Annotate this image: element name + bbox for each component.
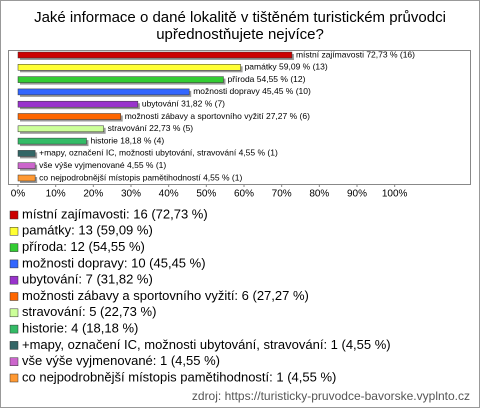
legend-label: +mapy, označení IC, možnosti ubytování, … <box>22 337 391 352</box>
bar-label: možnosti dopravy 45,45 % (10) <box>193 86 311 96</box>
x-tick-label: 60% <box>234 189 254 200</box>
x-tick-label: 90% <box>347 189 367 200</box>
legend-label: možnosti zábavy a sportovního vyžití: 6 … <box>22 288 309 303</box>
legend-label: příroda: 12 (54,55 %) <box>22 239 145 254</box>
legend-label: ubytování: 7 (31,82 %) <box>22 272 153 287</box>
x-tick-label: 20% <box>83 189 103 200</box>
x-tick-label: 0% <box>11 189 26 200</box>
x-tick-label: 100% <box>382 189 408 200</box>
legend-label: vše výše vyjmenované: 1 (4,55 %) <box>22 353 220 368</box>
legend-swatch <box>9 227 19 236</box>
x-tick-label: 70% <box>272 189 292 200</box>
legend-label: co nejpodrobnější místopis pamětihodnost… <box>22 369 336 384</box>
legend-swatch <box>9 292 19 301</box>
bar <box>17 64 241 71</box>
bar-label: co nejpodrobnější místopis pamětihodnost… <box>39 172 242 182</box>
bar <box>17 100 139 108</box>
legend-swatch <box>9 308 19 318</box>
legend-label: historie: 4 (18,18 %) <box>22 321 138 336</box>
bar <box>17 150 36 157</box>
legend-swatch <box>9 373 19 383</box>
legend-label: možnosti dopravy: 10 (45,45 %) <box>22 255 206 270</box>
legend-swatch <box>9 357 19 366</box>
legend-swatch <box>9 210 19 220</box>
title-box: Jaké informace o dané lokalitě v tištěné… <box>34 9 446 43</box>
legend-swatch <box>9 341 19 350</box>
legend-swatch <box>9 324 19 334</box>
x-tick-label: 80% <box>309 189 329 200</box>
bar <box>17 174 36 182</box>
legend-label: památky: 13 (59,09 %) <box>22 223 153 238</box>
bar <box>17 51 293 59</box>
x-tick-label: 30% <box>121 189 141 200</box>
bar-label: historie 18,18 % (4) <box>90 135 164 145</box>
bar <box>17 162 36 169</box>
bar-label: vše výše vyjmenované 4,55 % (1) <box>39 160 166 170</box>
bar-label: památky 59,09 % (13) <box>245 62 328 72</box>
bar <box>17 125 104 133</box>
bar-label: možnosti zábavy a sportovního vyžití 27,… <box>125 111 310 121</box>
x-tick-label: 10% <box>46 189 66 200</box>
bar <box>17 113 121 120</box>
bar-label: stravování 22,73 % (5) <box>108 123 194 133</box>
legend-swatch <box>9 275 19 285</box>
bar-label: +mapy, označení IC, možnosti ubytování, … <box>39 148 278 158</box>
x-tick-label: 40% <box>159 189 179 200</box>
bar-label: ubytování 31,82 % (7) <box>142 98 225 108</box>
bar <box>17 88 190 96</box>
bar-label: místní zajímavosti 72,73 % (16) <box>296 49 415 59</box>
chart-title: Jaké informace o dané lokalitě v tištěné… <box>34 9 446 43</box>
x-tick-label: 50% <box>196 189 216 200</box>
legend-label: stravování: 5 (22,73 %) <box>22 304 156 319</box>
legend-swatch <box>9 243 19 252</box>
legend-swatch <box>9 259 19 269</box>
bar <box>17 137 87 145</box>
source: zdroj: https://turisticky-pruvodce-bavor… <box>192 389 470 403</box>
legend-label: místní zajímavosti: 16 (72,73 %) <box>22 206 208 221</box>
bar-label: příroda 54,55 % (12) <box>227 74 305 84</box>
bar <box>17 76 224 83</box>
